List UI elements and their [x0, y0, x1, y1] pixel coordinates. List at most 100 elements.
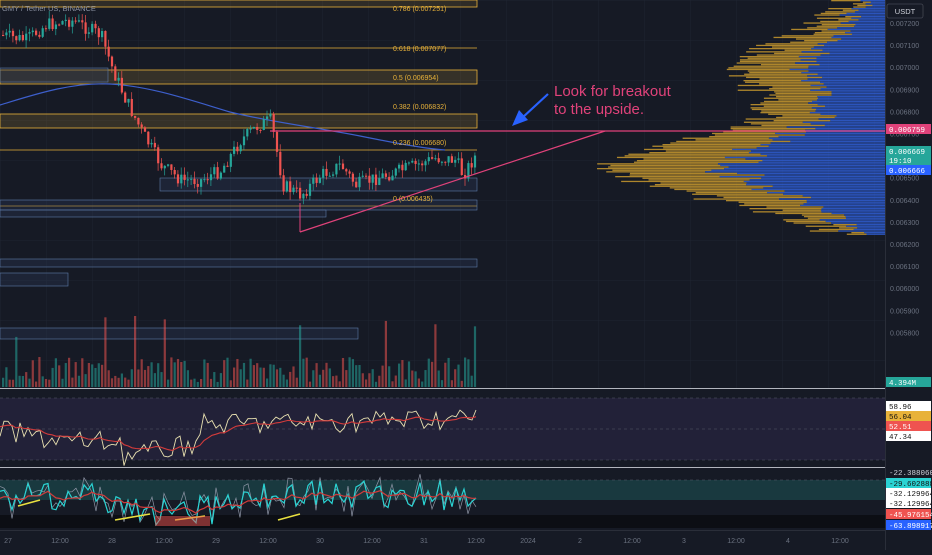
candle-body: [58, 24, 61, 26]
candle-body: [38, 34, 41, 37]
demand-zone-3[interactable]: [0, 209, 327, 218]
candle-body: [239, 145, 242, 152]
time-tick-label: 12:00: [727, 538, 745, 545]
candle-body: [71, 20, 74, 27]
candle-body: [176, 174, 180, 184]
volume-bar: [203, 359, 206, 387]
volume-bar: [193, 378, 196, 387]
value-tag-label: -45.976154: [889, 512, 932, 520]
candle-body: [289, 181, 292, 193]
candle-body: [315, 177, 318, 183]
volume-bar: [110, 378, 114, 387]
volume-bar: [388, 366, 391, 387]
volume-bar: [127, 379, 130, 387]
candle-body: [203, 179, 206, 181]
supply-zone[interactable]: [0, 67, 109, 83]
volume-bar: [130, 369, 133, 387]
volume-bar: [434, 324, 437, 387]
value-tag: [886, 377, 931, 387]
range-zone-3[interactable]: [0, 327, 359, 340]
volume-bar: [431, 361, 434, 387]
candle-body: [18, 34, 21, 41]
candle-body: [384, 173, 387, 177]
candle-body: [440, 161, 444, 163]
candle-body: [173, 169, 176, 175]
volume-bar: [252, 365, 255, 387]
candle-body: [256, 126, 259, 130]
candle-body: [467, 163, 470, 179]
volume-bar: [213, 372, 216, 387]
volume-bar: [401, 360, 404, 387]
candle-body: [160, 163, 163, 169]
candle-body: [424, 161, 427, 166]
price-tick-label: 0.006500: [890, 176, 919, 183]
candle-body: [74, 20, 77, 22]
candle-body: [8, 30, 11, 33]
volume-bar: [341, 357, 345, 387]
value-tag: [886, 498, 931, 508]
volume-bar: [143, 369, 147, 387]
annotation-line-1[interactable]: Look for breakout: [554, 83, 672, 100]
volume-bar: [269, 364, 272, 387]
oscillator-fast-line: [0, 474, 477, 524]
candle-body: [147, 131, 150, 145]
volume-bar: [239, 369, 242, 387]
candle-body: [411, 160, 414, 163]
candle-body: [444, 161, 447, 163]
volume-bar: [157, 363, 160, 387]
price-axis[interactable]: [885, 0, 932, 550]
range-zone[interactable]: [0, 258, 478, 268]
candle-body: [120, 77, 123, 93]
volume-bar: [74, 362, 77, 387]
annotation-line-2[interactable]: to the upside.: [554, 101, 644, 118]
currency-button[interactable]: [886, 3, 924, 19]
volume-bar: [450, 380, 453, 387]
volume-bar: [335, 375, 338, 387]
candle-body: [457, 158, 460, 160]
volume-bar: [315, 363, 318, 387]
volume-bar: [328, 368, 331, 387]
volume-bar: [15, 336, 18, 387]
volume-bar: [368, 373, 371, 387]
candle-body: [305, 193, 308, 196]
candle-body: [233, 146, 236, 154]
price-tick-label: 0.005900: [890, 308, 919, 315]
candle-body: [127, 98, 130, 103]
candle-body: [345, 169, 348, 172]
value-tag: [886, 146, 931, 156]
volume-bar: [272, 364, 275, 387]
fib-label: 0.618 (0.007077): [393, 46, 446, 53]
demand-zone[interactable]: [159, 177, 478, 192]
candle-body: [163, 165, 166, 169]
time-tick-label: 30: [316, 538, 324, 545]
rsi-ma-line: [0, 416, 477, 451]
candle-body: [351, 173, 354, 182]
candle-body: [28, 32, 31, 34]
value-tag-label: 19:10: [889, 158, 912, 166]
candle-body: [91, 23, 94, 33]
range-zone-2[interactable]: [0, 272, 69, 287]
volume-bar: [457, 364, 460, 387]
volume-bars: [2, 315, 477, 387]
candle-body: [35, 30, 38, 35]
value-tag-label: -63.898917: [889, 523, 932, 531]
volume-bar: [153, 373, 156, 387]
candle-body: [183, 174, 186, 180]
candle-body: [81, 20, 84, 23]
candle-body: [150, 142, 153, 145]
value-tag: [886, 520, 931, 530]
volume-bar: [322, 369, 325, 387]
fib-retracement[interactable]: [0, 0, 478, 207]
time-tick-label: 2: [578, 538, 582, 545]
time-tick-label: 12:00: [831, 538, 849, 545]
value-tag: [886, 467, 931, 477]
volume-bar: [381, 365, 384, 387]
volume-bar: [312, 370, 315, 387]
price-tick-label: 0.006000: [890, 286, 919, 293]
triangle-pattern[interactable]: [270, 130, 885, 233]
rsi-pane[interactable]: [0, 389, 885, 467]
volume-bar: [180, 362, 183, 387]
value-tag: [886, 165, 931, 175]
